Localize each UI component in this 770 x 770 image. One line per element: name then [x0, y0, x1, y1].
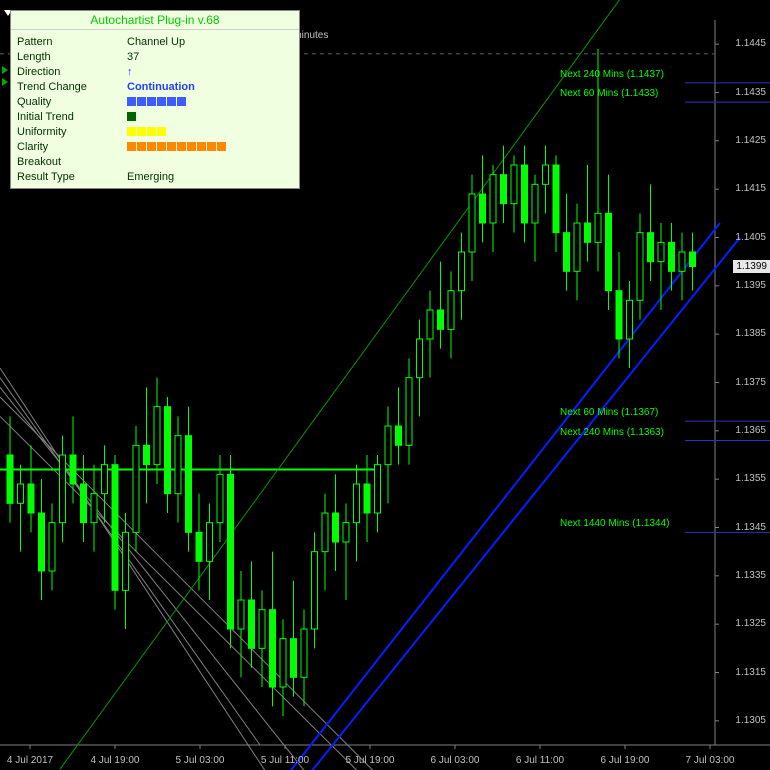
x-tick-label: 4 Jul 2017 — [7, 755, 53, 766]
panel-title: Autochartist Plug-in v.68 — [11, 11, 299, 30]
panel-row: Direction↑ — [17, 64, 293, 79]
panel-row-value: Channel Up — [127, 36, 293, 48]
x-tick-label: 7 Jul 03:00 — [686, 755, 735, 766]
y-tick-label: 1.1415 — [735, 183, 766, 194]
info-panel[interactable]: Autochartist Plug-in v.68 PatternChannel… — [10, 10, 300, 189]
panel-row-value — [127, 97, 293, 106]
panel-row-label: Initial Trend — [17, 111, 127, 123]
panel-row-label: Quality — [17, 96, 127, 108]
x-tick-label: 5 Jul 11:00 — [261, 755, 309, 766]
panel-row: Uniformity — [17, 124, 293, 139]
x-tick-label: 6 Jul 11:00 — [516, 755, 564, 766]
y-tick-label: 1.1305 — [735, 715, 766, 726]
y-tick-label: 1.1335 — [735, 570, 766, 581]
y-tick-label: 1.1435 — [735, 87, 766, 98]
panel-row-label: Trend Change — [17, 81, 127, 93]
panel-row: Initial Trend — [17, 109, 293, 124]
panel-row: Result TypeEmerging — [17, 169, 293, 184]
current-price: 1.1399 — [733, 260, 770, 273]
panel-row-value: 37 — [127, 51, 293, 63]
y-tick-label: 1.1385 — [735, 328, 766, 339]
panel-row-label: Breakout — [17, 156, 127, 168]
price-level-label: Next 240 Mins (1.1363) — [560, 427, 664, 438]
y-tick-label: 1.1325 — [735, 618, 766, 629]
panel-row-value: Continuation — [127, 81, 293, 93]
y-tick-label: 1.1365 — [735, 425, 766, 436]
x-tick-label: 6 Jul 19:00 — [601, 755, 650, 766]
panel-row-label: Length — [17, 51, 127, 63]
price-level-label: Next 60 Mins (1.1367) — [560, 407, 658, 418]
panel-row: Clarity — [17, 139, 293, 154]
panel-row-value — [127, 127, 293, 136]
panel-row: Quality — [17, 94, 293, 109]
panel-row: Length37 — [17, 49, 293, 64]
y-tick-label: 1.1405 — [735, 232, 766, 243]
panel-row-value: Emerging — [127, 171, 293, 183]
panel-row: PatternChannel Up — [17, 34, 293, 49]
panel-row: Breakout — [17, 154, 293, 169]
panel-row-label: Uniformity — [17, 126, 127, 138]
panel-row-value — [127, 112, 293, 121]
price-level-label: Next 1440 Mins (1.1344) — [560, 518, 670, 529]
y-tick-label: 1.1375 — [735, 377, 766, 388]
x-tick-label: 4 Jul 19:00 — [91, 755, 140, 766]
x-tick-label: 5 Jul 19:00 — [346, 755, 395, 766]
panel-row: Trend ChangeContinuation — [17, 79, 293, 94]
y-tick-label: 1.1355 — [735, 473, 766, 484]
panel-row-label: Pattern — [17, 36, 127, 48]
y-tick-label: 1.1445 — [735, 38, 766, 49]
price-level-label: Next 60 Mins (1.1433) — [560, 88, 658, 99]
y-tick-label: 1.1315 — [735, 667, 766, 678]
chart-container: Autochartist Plug-in v.68 PatternChannel… — [0, 0, 770, 770]
x-tick-label: 5 Jul 03:00 — [176, 755, 225, 766]
y-tick-label: 1.1425 — [735, 135, 766, 146]
price-level-label: Next 240 Mins (1.1437) — [560, 69, 664, 80]
panel-row-label: Result Type — [17, 171, 127, 183]
panel-row-label: Direction — [17, 66, 127, 78]
panel-body: PatternChannel UpLength37Direction↑Trend… — [11, 30, 299, 188]
panel-row-value: ↑ — [127, 66, 293, 78]
y-tick-label: 1.1345 — [735, 522, 766, 533]
panel-row-label: Clarity — [17, 141, 127, 153]
y-tick-label: 1.1395 — [735, 280, 766, 291]
x-tick-label: 6 Jul 03:00 — [431, 755, 480, 766]
panel-row-value — [127, 142, 293, 151]
